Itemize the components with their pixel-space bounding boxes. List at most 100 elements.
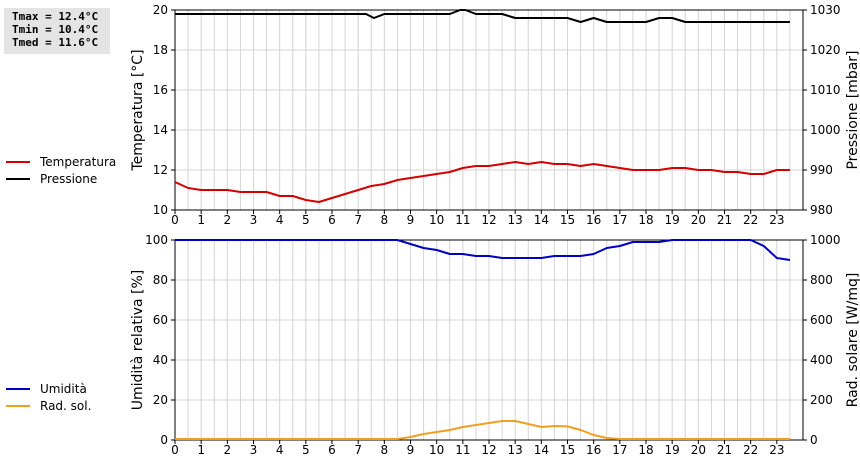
x-tick-label: 12 bbox=[481, 213, 496, 227]
x-tick-label: 16 bbox=[586, 443, 601, 457]
y-tick-label-left: 12 bbox=[153, 163, 168, 177]
x-tick-label: 1 bbox=[197, 443, 205, 457]
x-tick-label: 17 bbox=[612, 443, 627, 457]
y-axis-title-right: Rad. solare [W/mq] bbox=[845, 273, 860, 408]
y-tick-label-left: 16 bbox=[153, 83, 168, 97]
legend-top: Temperatura Pressione bbox=[6, 153, 116, 187]
stats-tmed: Tmed = 11.6°C bbox=[12, 36, 99, 49]
x-tick-label: 0 bbox=[171, 213, 179, 227]
legend-label-temperatura: Temperatura bbox=[40, 154, 117, 169]
y-tick-label-left: 100 bbox=[145, 233, 168, 247]
legend-label-pressione: Pressione bbox=[40, 171, 98, 186]
x-tick-label: 5 bbox=[302, 443, 310, 457]
x-tick-label: 10 bbox=[429, 213, 444, 227]
series-line-temperatura bbox=[174, 161, 790, 203]
x-tick-label: 3 bbox=[250, 213, 258, 227]
x-tick-label: 21 bbox=[717, 213, 732, 227]
y-tick-label-right: 1020 bbox=[810, 43, 841, 57]
y-tick-label-left: 10 bbox=[153, 203, 168, 217]
legend-swatch-rad-sol bbox=[6, 404, 30, 407]
series-line-umidit bbox=[175, 239, 791, 261]
x-tick-label: 13 bbox=[508, 443, 523, 457]
chart-1: 0 1 2 3 4 5 6 7 8 9 10 11 12 13 14 15 16 17 18 19 20 21 22 2310… bbox=[130, 3, 860, 227]
x-tick-label: 5 bbox=[302, 213, 310, 227]
x-tick-label: 10 bbox=[429, 443, 444, 457]
x-tick-label: 20 bbox=[691, 213, 706, 227]
legend-swatch-temperatura bbox=[6, 160, 30, 163]
legend-label-rad-sol: Rad. sol. bbox=[40, 398, 92, 413]
y-tick-label-right: 200 bbox=[810, 393, 833, 407]
y-tick-label-right: 1000 bbox=[810, 123, 841, 137]
x-tick-label: 20 bbox=[691, 443, 706, 457]
chart-2: 0 1 2 3 4 5 6 7 8 9 10 11 12 13 14 15 16 17 18 19 20 21 22 2302… bbox=[130, 233, 860, 457]
y-tick-label-right: 400 bbox=[810, 353, 833, 367]
stats-tmin: Tmin = 10.4°C bbox=[12, 23, 99, 36]
x-tick-label: 17 bbox=[612, 213, 627, 227]
legend-swatch-pressione bbox=[6, 177, 30, 180]
y-tick-label-left: 0 bbox=[160, 433, 168, 447]
y-tick-label-right: 1010 bbox=[810, 83, 841, 97]
x-tick-label: 8 bbox=[381, 213, 389, 227]
y-tick-label-right: 980 bbox=[810, 203, 833, 217]
y-tick-label-right: 0 bbox=[810, 433, 818, 447]
legend-swatch-umidita bbox=[6, 387, 30, 390]
x-tick-label: 4 bbox=[276, 213, 284, 227]
x-tick-label: 15 bbox=[560, 213, 575, 227]
x-tick-label: 14 bbox=[534, 443, 549, 457]
y-axis-title-right: Pressione [mbar] bbox=[845, 50, 860, 169]
y-tick-label-right: 1000 bbox=[810, 233, 841, 247]
legend-label-umidita: Umidità bbox=[40, 381, 87, 396]
legend-item-rad-sol: Rad. sol. bbox=[6, 397, 91, 414]
x-tick-label: 9 bbox=[407, 443, 415, 457]
y-tick-label-right: 990 bbox=[810, 163, 833, 177]
y-tick-label-left: 14 bbox=[153, 123, 168, 137]
x-tick-label: 19 bbox=[665, 443, 680, 457]
y-axis-title-left: Umidità relativa [%] bbox=[130, 270, 146, 411]
legend-item-temperatura: Temperatura bbox=[6, 153, 116, 170]
x-tick-label: 18 bbox=[638, 443, 653, 457]
x-tick-label: 23 bbox=[769, 443, 784, 457]
x-tick-label: 22 bbox=[743, 443, 758, 457]
stats-box: Tmax = 12.4°C Tmin = 10.4°C Tmed = 11.6°… bbox=[4, 8, 110, 54]
legend-bottom: Umidità Rad. sol. bbox=[6, 380, 91, 414]
x-tick-label: 11 bbox=[455, 213, 470, 227]
x-tick-label: 6 bbox=[328, 443, 336, 457]
x-tick-label: 23 bbox=[769, 213, 784, 227]
x-tick-label: 1 bbox=[197, 213, 205, 227]
x-tick-label: 13 bbox=[508, 213, 523, 227]
x-tick-label: 3 bbox=[250, 443, 258, 457]
legend-item-pressione: Pressione bbox=[6, 170, 116, 187]
x-tick-label: 7 bbox=[354, 213, 362, 227]
y-tick-label-right: 1030 bbox=[810, 3, 841, 17]
x-tick-label: 16 bbox=[586, 213, 601, 227]
y-tick-label-left: 60 bbox=[153, 313, 168, 327]
x-tick-label: 14 bbox=[534, 213, 549, 227]
x-tick-label: 0 bbox=[171, 443, 179, 457]
y-tick-label-left: 20 bbox=[153, 393, 168, 407]
x-tick-label: 6 bbox=[328, 213, 336, 227]
x-tick-label: 11 bbox=[455, 443, 470, 457]
y-tick-label-right: 800 bbox=[810, 273, 833, 287]
x-tick-label: 21 bbox=[717, 443, 732, 457]
stats-tmax: Tmax = 12.4°C bbox=[12, 10, 99, 23]
y-tick-label-right: 600 bbox=[810, 313, 833, 327]
x-tick-label: 22 bbox=[743, 213, 758, 227]
x-tick-label: 2 bbox=[224, 213, 232, 227]
y-tick-label-left: 80 bbox=[153, 273, 168, 287]
series-line-pressione bbox=[175, 9, 790, 23]
x-tick-label: 18 bbox=[638, 213, 653, 227]
x-tick-label: 8 bbox=[381, 443, 389, 457]
x-tick-label: 9 bbox=[407, 213, 415, 227]
x-tick-label: 12 bbox=[481, 443, 496, 457]
series-line-rad-sol bbox=[175, 420, 790, 440]
x-tick-label: 7 bbox=[354, 443, 362, 457]
legend-item-umidita: Umidità bbox=[6, 380, 91, 397]
y-tick-label-left: 40 bbox=[153, 353, 168, 367]
y-tick-label-left: 18 bbox=[153, 43, 168, 57]
x-tick-label: 4 bbox=[276, 443, 284, 457]
x-tick-label: 2 bbox=[224, 443, 232, 457]
y-tick-label-left: 20 bbox=[153, 3, 168, 17]
x-tick-label: 15 bbox=[560, 443, 575, 457]
y-axis-title-left: Temperatura [°C] bbox=[130, 49, 146, 171]
